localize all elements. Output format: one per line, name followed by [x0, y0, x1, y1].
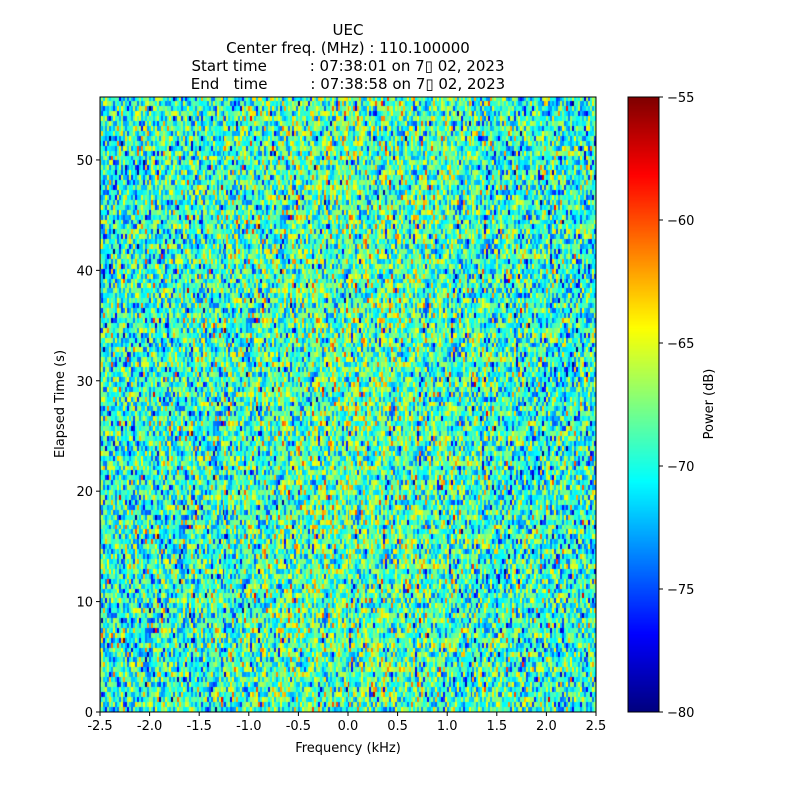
y-tick-label: 50	[76, 154, 93, 169]
colorbar-tick-label: −60	[667, 214, 694, 229]
x-tick-label: 2.5	[586, 719, 607, 734]
chart-title-line: End time : 07:38:58 on 7▯ 02, 2023	[191, 75, 505, 93]
x-tick-label: -2.5	[87, 719, 112, 734]
spectrogram-heatmap	[100, 97, 596, 712]
colorbar-label: Power (dB)	[702, 369, 717, 440]
y-tick-label: 30	[76, 375, 93, 390]
x-tick-label: 1.5	[486, 719, 507, 734]
y-tick-label: 20	[76, 485, 93, 500]
x-axis-label: Frequency (kHz)	[295, 741, 401, 756]
colorbar-frame	[627, 96, 660, 713]
x-tick-label: -1.5	[187, 719, 212, 734]
x-tick-label: -1.0	[236, 719, 261, 734]
x-tick-label: 2.0	[536, 719, 557, 734]
x-tick-label: -2.0	[137, 719, 162, 734]
chart-title-line: Start time : 07:38:01 on 7▯ 02, 2023	[192, 57, 505, 75]
x-tick-label: 1.0	[437, 719, 458, 734]
x-tick-label: 0.0	[338, 719, 359, 734]
y-axis-label: Elapsed Time (s)	[53, 350, 68, 458]
colorbar-tick-label: −75	[667, 583, 694, 598]
colorbar-tick-label: −70	[667, 460, 694, 475]
chart-title-line: Center freq. (MHz) : 110.100000	[226, 39, 470, 57]
chart-title-line: UEC	[333, 21, 364, 39]
x-tick-label: 0.5	[387, 719, 408, 734]
colorbar-tick-label: −65	[667, 337, 694, 352]
colorbar	[628, 97, 659, 712]
y-tick-label: 0	[85, 706, 93, 721]
colorbar-tick-label: −55	[667, 91, 694, 106]
y-tick-label: 40	[76, 264, 93, 279]
plot-frame	[99, 96, 597, 713]
y-tick-label: 10	[76, 596, 93, 611]
colorbar-tick-label: −80	[667, 706, 694, 721]
x-tick-label: -0.5	[286, 719, 311, 734]
